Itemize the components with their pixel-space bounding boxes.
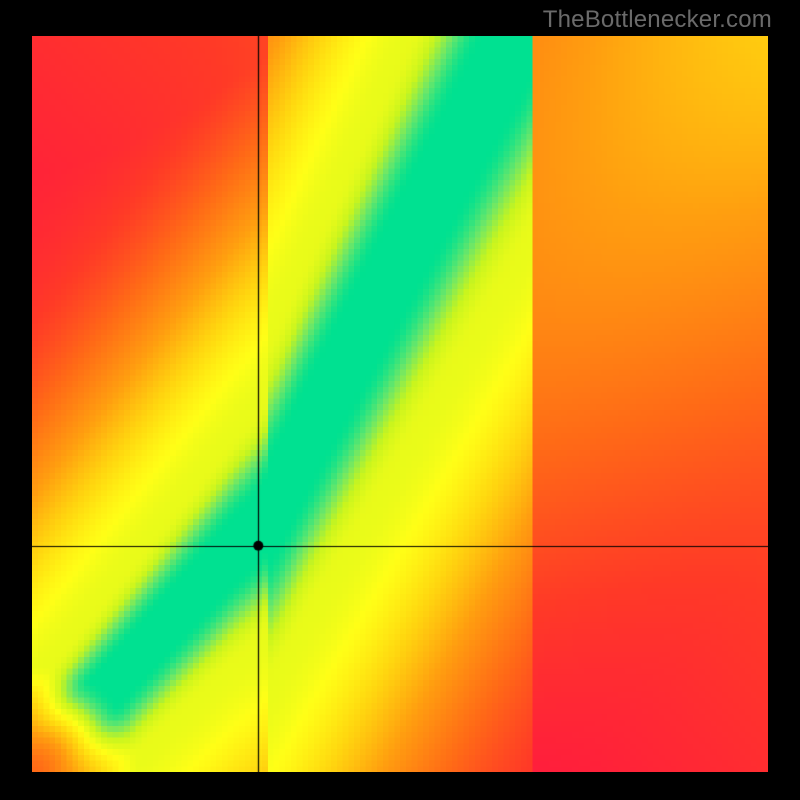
- bottleneck-heatmap: [32, 36, 768, 772]
- watermark-text: TheBottlenecker.com: [543, 6, 772, 34]
- chart-container: { "canvas": { "width": 800, "height": 80…: [0, 0, 800, 800]
